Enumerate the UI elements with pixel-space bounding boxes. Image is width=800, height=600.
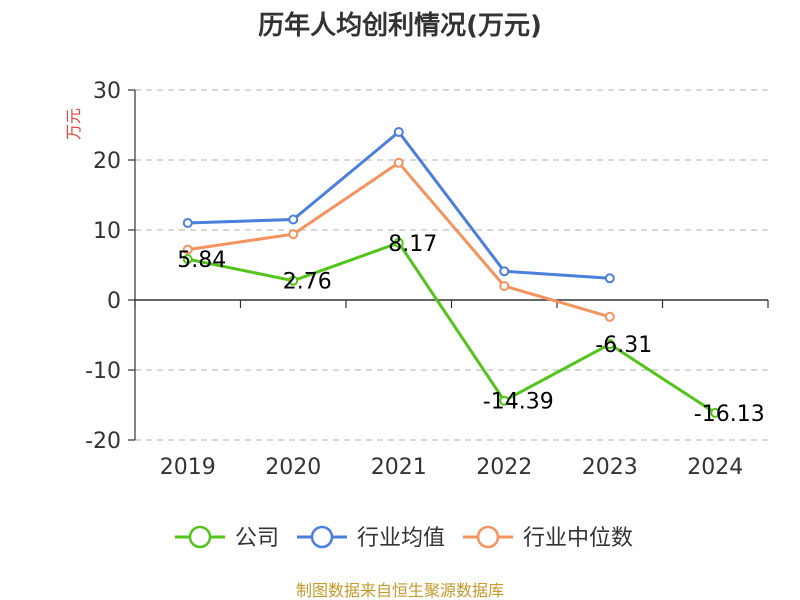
data-point xyxy=(393,157,404,168)
y-axis-unit: 万元 xyxy=(64,108,83,140)
x-tick-labels: 2019 2020 2021 2022 2023 2024 xyxy=(160,455,744,480)
y-tick-label: -20 xyxy=(85,429,121,454)
data-point xyxy=(604,339,615,350)
data-point xyxy=(499,266,510,277)
x-tick-label: 2022 xyxy=(476,455,532,480)
axes xyxy=(128,89,769,441)
data-point xyxy=(499,395,510,406)
data-label: 8.17 xyxy=(388,232,437,257)
data-point xyxy=(288,275,299,286)
x-tick-label: 2020 xyxy=(265,455,321,480)
data-point xyxy=(288,229,299,240)
x-tick-label: 2021 xyxy=(371,455,427,480)
grid-lines xyxy=(135,89,768,441)
data-point xyxy=(182,254,193,265)
legend-label: 行业中位数 xyxy=(523,526,633,551)
data-label: 5.84 xyxy=(177,248,226,273)
y-tick-label: -10 xyxy=(85,359,121,384)
legend: 公司 行业均值 行业中位数 xyxy=(175,525,633,551)
series-line xyxy=(187,241,717,415)
legend-item-公司[interactable]: 公司 xyxy=(175,525,279,551)
chart-title: 历年人均创利情况(万元) xyxy=(258,10,542,41)
series-行业中位数 xyxy=(182,157,615,322)
data-point xyxy=(710,407,721,418)
series-行业均值 xyxy=(182,127,615,284)
data-point xyxy=(288,214,299,225)
legend-marker xyxy=(188,525,212,549)
y-tick-label: 10 xyxy=(93,219,121,244)
y-tick-labels: 30 20 10 0 -10 -20 xyxy=(85,79,121,454)
data-point xyxy=(604,273,615,284)
data-label: 2.76 xyxy=(283,270,332,295)
legend-label: 行业均值 xyxy=(357,526,445,551)
series-公司 xyxy=(182,237,721,418)
series-lines xyxy=(182,127,721,418)
data-point xyxy=(393,237,404,248)
y-tick-label: 0 xyxy=(107,289,121,314)
y-tick-label: 20 xyxy=(93,149,121,174)
legend-label: 公司 xyxy=(235,526,279,551)
x-tick-label: 2019 xyxy=(160,455,216,480)
data-point xyxy=(182,218,193,228)
data-label: -6.31 xyxy=(595,333,652,358)
data-label: -16.13 xyxy=(694,402,765,427)
data-labels: 5.84 2.76 8.17 -14.39 -6.31 -16.13 xyxy=(177,232,764,427)
legend-item-行业中位数[interactable]: 行业中位数 xyxy=(463,525,633,551)
source-note: 制图数据来自恒生聚源数据库 xyxy=(296,581,504,600)
data-point xyxy=(604,311,615,322)
y-tick-label: 30 xyxy=(93,79,121,104)
legend-item-行业均值[interactable]: 行业均值 xyxy=(297,525,445,551)
legend-marker xyxy=(476,525,500,549)
data-point xyxy=(182,244,193,255)
x-tick-label: 2023 xyxy=(582,455,638,480)
data-point xyxy=(499,281,510,291)
x-tick-label: 2024 xyxy=(687,455,743,480)
data-label: -14.39 xyxy=(483,390,554,415)
legend-marker xyxy=(310,525,334,549)
data-point xyxy=(393,127,404,137)
